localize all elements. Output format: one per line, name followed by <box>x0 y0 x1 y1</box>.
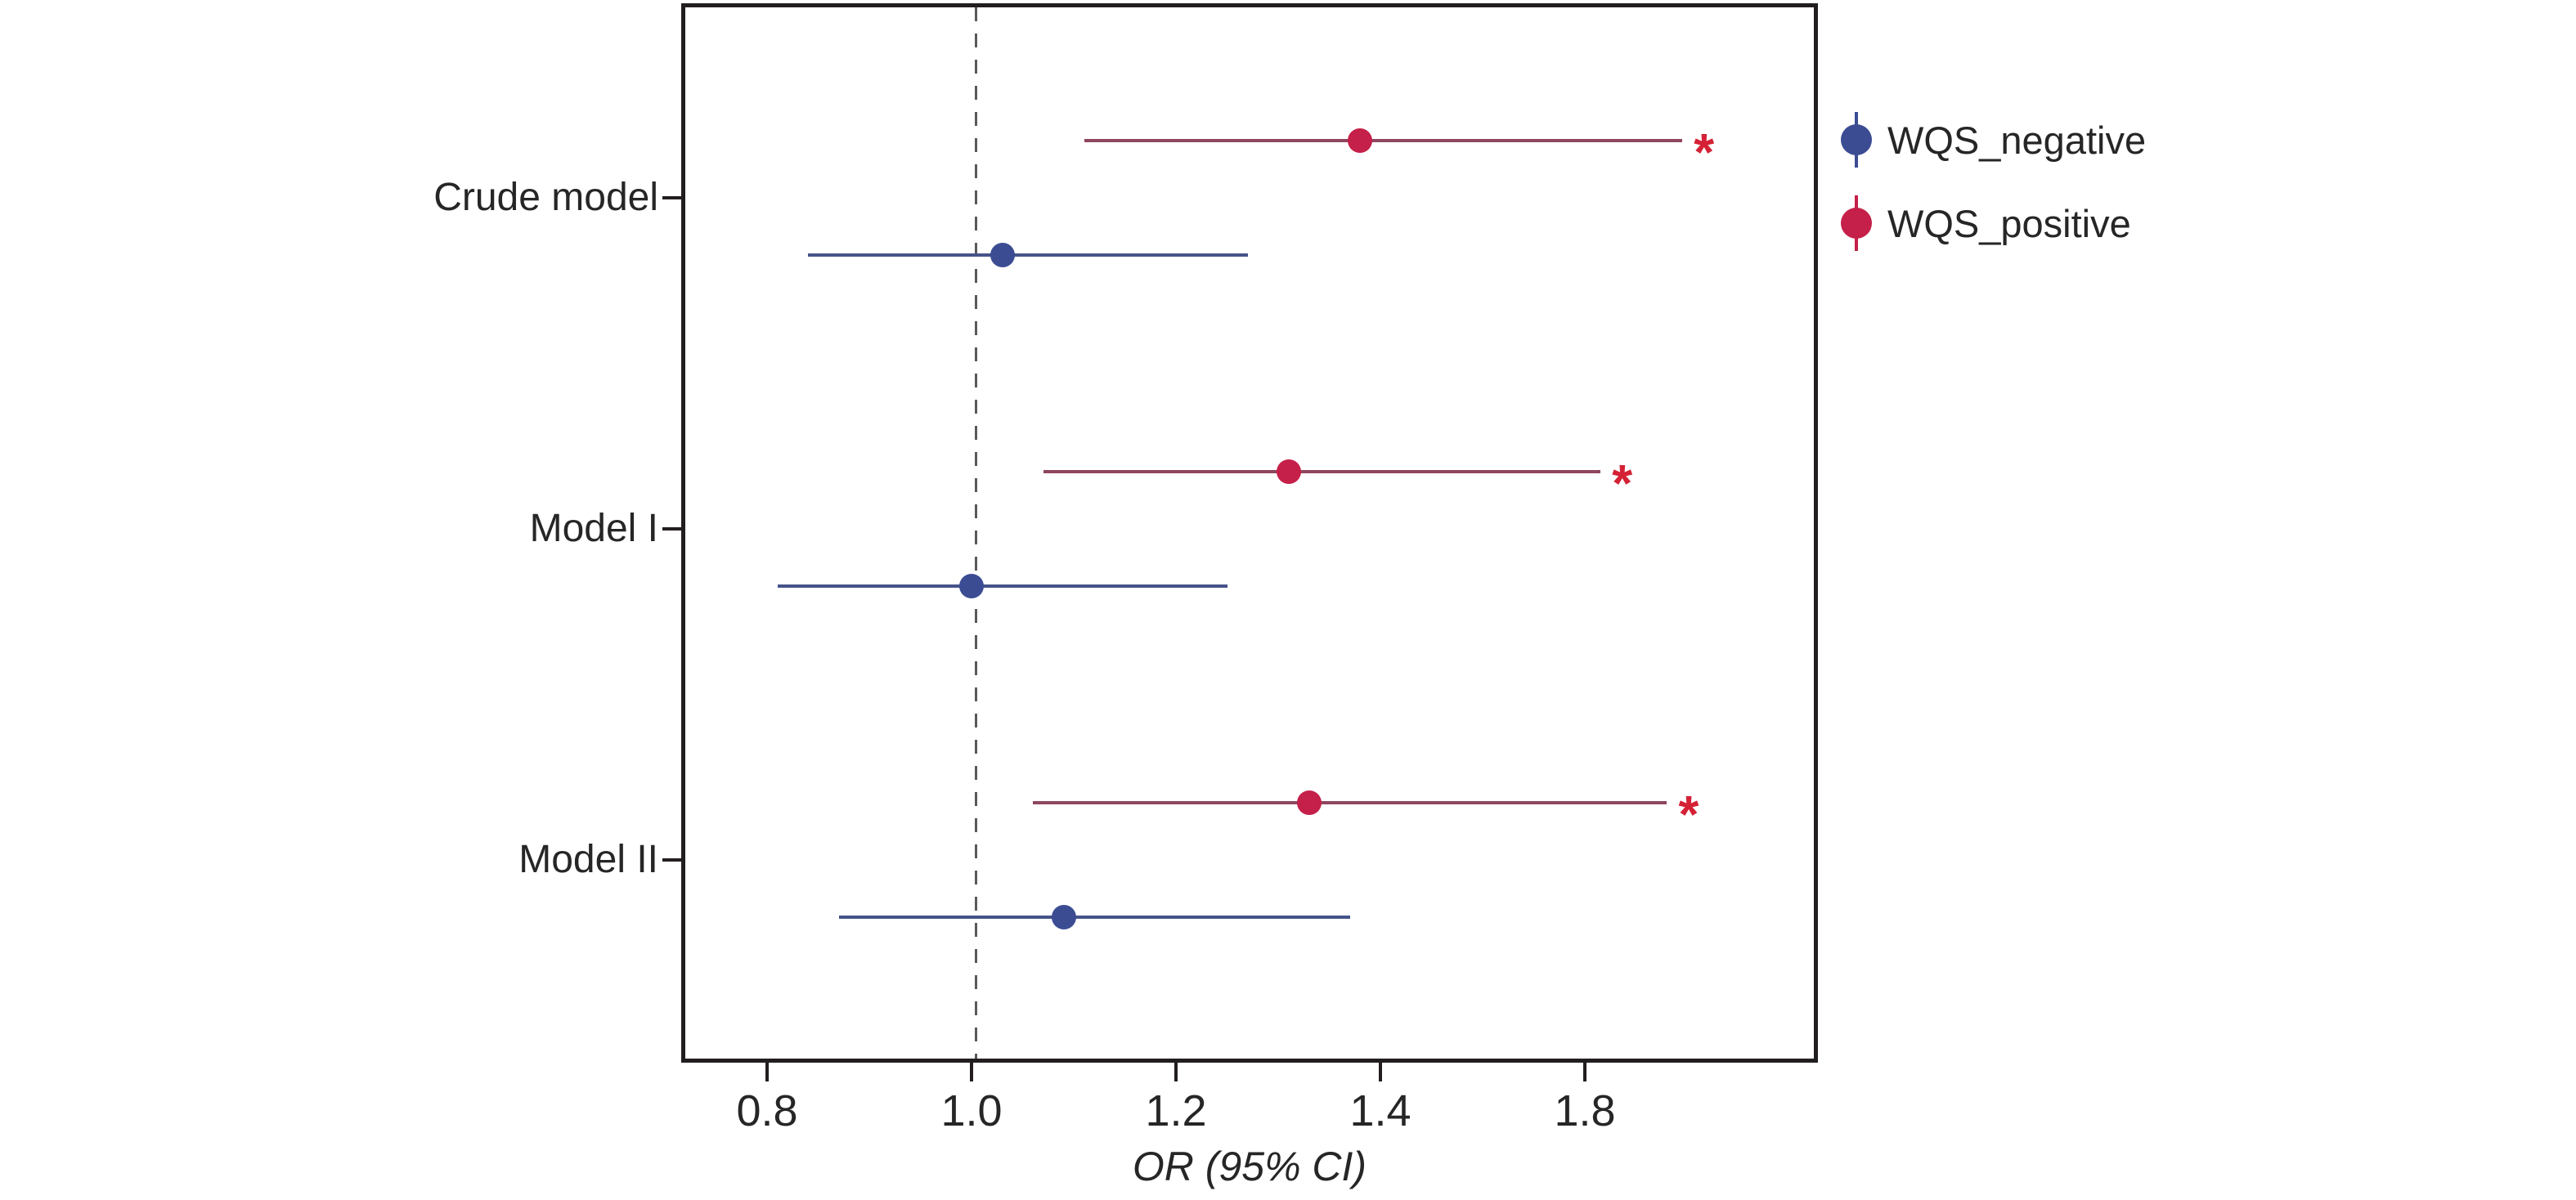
legend-dot <box>1841 208 1872 239</box>
point-WQS_negative <box>1051 905 1076 929</box>
ci-interval-WQS_negative <box>808 253 1248 257</box>
legend-entry: WQS_positive <box>1838 186 2146 260</box>
ci-interval-WQS_negative <box>838 916 1350 919</box>
point-WQS_negative <box>990 243 1015 267</box>
legend: WQS_negative WQS_positive <box>1838 103 2146 270</box>
point-WQS_positive <box>1348 128 1372 153</box>
y-axis-tick <box>662 196 681 199</box>
ci-interval-WQS_negative <box>777 584 1227 588</box>
x-axis-tick-label: 1.2 <box>1145 1086 1207 1135</box>
legend-dot <box>1841 124 1872 155</box>
plot-area: * * * <box>681 3 1818 1063</box>
significance-asterisk: * <box>1694 123 1715 182</box>
legend-pointrange-icon <box>1838 190 1874 256</box>
significance-asterisk: * <box>1678 785 1699 844</box>
point-WQS_positive <box>1296 790 1322 815</box>
ci-interval-WQS_positive <box>1084 139 1682 142</box>
y-axis-label: Model II <box>518 838 658 881</box>
point-WQS_positive <box>1276 459 1301 484</box>
x-axis-tick-label: 1.0 <box>940 1086 1003 1135</box>
y-axis-tick <box>662 527 681 531</box>
legend-label: WQS_negative <box>1887 118 2147 162</box>
x-axis-tick <box>1583 1063 1586 1081</box>
significance-asterisk: * <box>1612 454 1633 513</box>
point-WQS_negative <box>959 574 984 598</box>
x-axis-tick-label: 0.8 <box>736 1086 798 1135</box>
legend-label: WQS_positive <box>1887 201 2131 245</box>
ci-interval-WQS_positive <box>1043 470 1600 473</box>
y-axis-label: Crude model <box>433 176 658 219</box>
x-axis-tick <box>970 1063 973 1081</box>
reference-line-dashed <box>975 7 977 1059</box>
ci-interval-WQS_positive <box>1033 801 1667 804</box>
legend-pointrange-icon <box>1838 107 1874 172</box>
x-axis-tick <box>765 1063 769 1081</box>
x-axis-title: OR (95% CI) <box>681 1143 1818 1190</box>
x-axis-title-text: OR (95% CI) <box>1132 1144 1367 1189</box>
x-axis-tick-label: 1.4 <box>1349 1086 1411 1135</box>
x-axis-tick <box>1379 1063 1382 1081</box>
x-axis-tick-label: 1.8 <box>1554 1086 1616 1135</box>
y-axis-tick <box>662 858 681 862</box>
x-axis-tick <box>1174 1063 1178 1081</box>
legend-entry: WQS_negative <box>1838 103 2146 177</box>
y-axis-label: Model I <box>529 507 658 550</box>
